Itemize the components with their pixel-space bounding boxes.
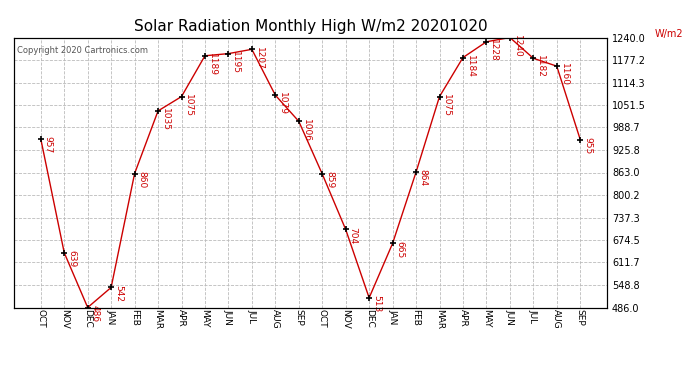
Text: 860: 860	[137, 171, 146, 188]
Y-axis label: W/m2: W/m2	[655, 29, 683, 39]
Text: 1184: 1184	[466, 55, 475, 78]
Text: 1189: 1189	[208, 53, 217, 76]
Text: 1182: 1182	[536, 56, 545, 78]
Text: 486: 486	[90, 305, 99, 322]
Text: 1075: 1075	[442, 94, 451, 117]
Text: 955: 955	[583, 137, 592, 154]
Text: 1160: 1160	[560, 63, 569, 86]
Text: 864: 864	[419, 170, 428, 186]
Text: 665: 665	[395, 241, 404, 258]
Text: 513: 513	[372, 295, 381, 312]
Text: 1207: 1207	[255, 46, 264, 69]
Text: 1035: 1035	[161, 108, 170, 131]
Text: 1228: 1228	[489, 39, 498, 62]
Title: Solar Radiation Monthly High W/m2 20201020: Solar Radiation Monthly High W/m2 202010…	[134, 18, 487, 33]
Text: 1079: 1079	[278, 92, 287, 116]
Text: 1195: 1195	[231, 51, 240, 74]
Text: 1006: 1006	[302, 118, 310, 141]
Text: 1240: 1240	[513, 35, 522, 57]
Text: 957: 957	[43, 136, 52, 153]
Text: 859: 859	[325, 171, 334, 188]
Text: 1075: 1075	[184, 94, 193, 117]
Text: 542: 542	[114, 285, 123, 302]
Text: 639: 639	[67, 250, 76, 267]
Text: Copyright 2020 Cartronics.com: Copyright 2020 Cartronics.com	[17, 46, 148, 55]
Text: 704: 704	[348, 226, 357, 244]
